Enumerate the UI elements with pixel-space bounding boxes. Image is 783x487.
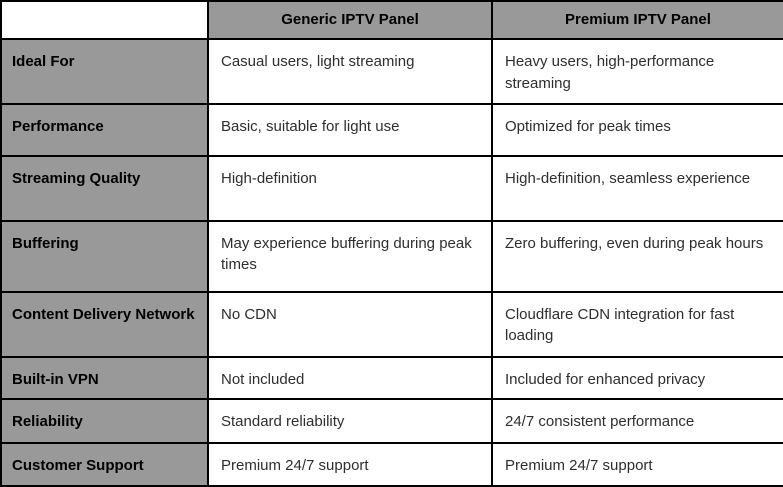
table-row: Reliability Standard reliability 24/7 cons… [0, 398, 783, 445]
table-row: Buffering May experience buffering during… [0, 219, 783, 293]
premium-value-cell: Cloudflare CDN integration for fast load… [491, 290, 783, 358]
generic-value-cell: High-definition [207, 154, 493, 222]
feature-label: Ideal For [0, 38, 209, 105]
generic-value-cell: May experience buffering during peak tim… [207, 219, 493, 293]
feature-label: Performance [0, 102, 209, 157]
premium-value-cell: High-definition, seamless experience [491, 154, 783, 222]
generic-value-cell: Standard reliability [207, 398, 493, 445]
table-header-row: Generic IPTV Panel Premium IPTV Panel [0, 0, 783, 40]
premium-value-cell: Zero buffering, even during peak hours [491, 219, 783, 293]
generic-value-cell: No CDN [207, 290, 493, 358]
generic-value-cell: Basic, suitable for light use [207, 102, 493, 157]
table-row: Ideal For Casual users, light streaming He… [0, 38, 783, 105]
table-row: Customer Support Premium 24/7 support Prem… [0, 442, 783, 487]
column-header-premium: Premium IPTV Panel [491, 0, 783, 40]
table-row: Built-in VPN Not included Included for enh… [0, 355, 783, 401]
premium-value-cell: Premium 24/7 support [491, 442, 783, 487]
generic-value-cell: Premium 24/7 support [207, 442, 493, 487]
feature-label: Reliability [0, 398, 209, 445]
premium-value-cell: Heavy users, high-performance streaming [491, 38, 783, 105]
feature-label: Buffering [0, 219, 209, 293]
corner-cell [0, 0, 209, 40]
table-row: Streaming Quality High-definition High-def… [0, 154, 783, 222]
generic-value-cell: Not included [207, 355, 493, 401]
table-row: Content Delivery Network No CDN Cloudflare… [0, 290, 783, 358]
feature-label: Content Delivery Network [0, 290, 209, 358]
premium-value-cell: Optimized for peak times [491, 102, 783, 157]
column-header-generic: Generic IPTV Panel [207, 0, 493, 40]
table-row: Performance Basic, suitable for light use… [0, 102, 783, 157]
feature-label: Streaming Quality [0, 154, 209, 222]
feature-label: Built-in VPN [0, 355, 209, 401]
generic-value-cell: Casual users, light streaming [207, 38, 493, 105]
premium-value-cell: 24/7 consistent performance [491, 398, 783, 445]
premium-value-cell: Included for enhanced privacy [491, 355, 783, 401]
feature-label: Customer Support [0, 442, 209, 487]
